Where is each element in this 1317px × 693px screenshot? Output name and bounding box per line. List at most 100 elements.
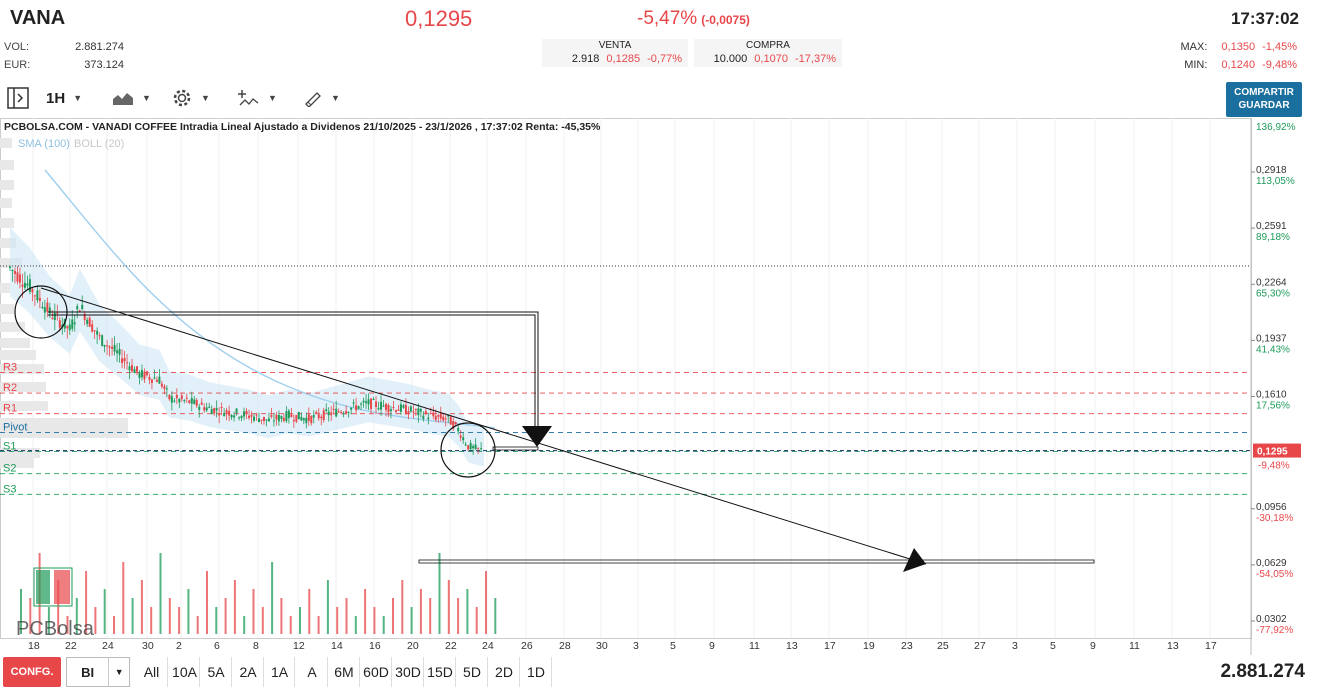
drawing-arrowhead-2 [522, 426, 552, 447]
mode-select[interactable]: BI ▼ [66, 657, 130, 687]
volume-bar [308, 589, 311, 634]
candle-body [198, 406, 201, 410]
range-button-1d[interactable]: 1D [521, 657, 552, 687]
x-tick-label: 5 [670, 640, 676, 652]
volume-bar [345, 598, 348, 634]
candle-body [459, 435, 462, 438]
volume-bar [252, 589, 255, 634]
panel-toggle-button[interactable] [6, 84, 30, 112]
pivot-label-s2: S2 [3, 463, 16, 475]
interval-select[interactable]: 1H ▼ [46, 84, 82, 112]
candle-body [312, 414, 315, 418]
candle-body [233, 415, 236, 418]
price-chart[interactable]: R3 R2 R1 Pivot S1 S2 S3 PCBolsa PCBOLSA.COM - VA… [0, 118, 1317, 655]
candle-body [73, 322, 76, 325]
range-button-5d[interactable]: 5D [457, 657, 488, 687]
volume-bar [243, 616, 246, 634]
candle-body [106, 345, 109, 347]
candle-body [429, 413, 432, 415]
candle-body [170, 396, 173, 403]
candle-body [53, 312, 56, 320]
candle-body [175, 394, 178, 399]
candle-body [444, 418, 447, 420]
bollinger-band [10, 227, 485, 467]
volume-bar [401, 580, 404, 634]
candle-body [98, 335, 101, 337]
range-button-a[interactable]: A [297, 657, 328, 687]
x-tick-label: 5 [1050, 640, 1056, 652]
y-tick-price: 0,2591 [1256, 221, 1287, 232]
drawing-tools-select[interactable]: ▼ [303, 84, 340, 112]
candle-body [347, 412, 350, 414]
candle-body [23, 282, 26, 288]
candle-body [467, 445, 470, 450]
candle-body [138, 372, 141, 378]
candle-body [412, 411, 415, 413]
indicators-select[interactable]: ▼ [238, 84, 277, 112]
y-tick-pct: 89,18% [1256, 232, 1290, 243]
volume-bar [364, 589, 367, 634]
volume-label: VOL: [4, 41, 30, 53]
range-button-all[interactable]: All [136, 657, 168, 687]
indicators-icon [238, 90, 259, 106]
drawing-trend-line [40, 287, 927, 565]
candle-body [462, 437, 465, 441]
candle-body [86, 319, 89, 324]
volume-bar [373, 607, 376, 634]
candle-body [9, 266, 11, 268]
drawing-rect-small [492, 446, 539, 451]
candle-body [128, 366, 131, 371]
volume-bar [196, 616, 199, 634]
candle-body [260, 419, 263, 421]
volume-profile-bar [0, 180, 14, 190]
y-tick-pct: -77,92% [1256, 625, 1293, 636]
range-button-30d[interactable]: 30D [393, 657, 424, 687]
candle-body [372, 399, 375, 401]
candle-body [302, 418, 305, 421]
volume-profile-bar [0, 418, 128, 428]
range-button-6m[interactable]: 6M [329, 657, 360, 687]
candle-body [225, 410, 228, 413]
volume-bar [447, 580, 450, 634]
buy-quote: COMPRA 10.000 0,1070 -17,37% [694, 39, 842, 67]
candle-body [280, 415, 283, 419]
candle-body [41, 306, 44, 309]
share-save-button[interactable]: COMPARTIR GUARDAR [1226, 82, 1302, 117]
candle-body [327, 411, 330, 416]
candle-body [320, 416, 323, 419]
volume-bar [438, 553, 441, 634]
chart-type-select[interactable]: ▼ [112, 84, 151, 112]
candle-body [437, 415, 440, 417]
total-volume: 2.881.274 [1220, 661, 1305, 682]
volume-bar [299, 607, 301, 634]
buy-pct: -17,37% [795, 53, 836, 65]
sell-title: VENTA [598, 40, 632, 51]
candle-body [26, 283, 29, 286]
x-tick-label: 24 [102, 640, 114, 652]
x-tick-label: 3 [1012, 640, 1018, 652]
x-tick-label: 13 [786, 640, 798, 652]
ticker-symbol: VANA [10, 7, 66, 29]
range-button-5a[interactable]: 5A [201, 657, 232, 687]
settings-select[interactable]: ▼ [171, 84, 210, 112]
range-button-2a[interactable]: 2A [233, 657, 264, 687]
y-tick-price: 0,0629 [1256, 558, 1287, 569]
config-button[interactable]: CONFG. [3, 657, 61, 687]
sell-quote: VENTA 2.918 0,1285 -0,77% [542, 39, 688, 67]
candle-body [457, 427, 460, 432]
range-button-60d[interactable]: 60D [361, 657, 392, 687]
candle-body [417, 408, 420, 416]
range-button-10a[interactable]: 10A [170, 657, 200, 687]
candle-body [96, 330, 99, 335]
range-button-2d[interactable]: 2D [489, 657, 520, 687]
candle-body [342, 413, 345, 415]
candle-body [454, 422, 457, 425]
range-button-1a[interactable]: 1A [265, 657, 295, 687]
x-tick-label: 13 [1167, 640, 1179, 652]
volume-bar [159, 553, 162, 634]
range-button-15d[interactable]: 15D [425, 657, 456, 687]
buy-price: 0,1070 [754, 53, 788, 65]
candle-body [389, 409, 392, 412]
candle-body [449, 416, 452, 425]
y-tick-pct: 17,56% [1256, 401, 1290, 412]
